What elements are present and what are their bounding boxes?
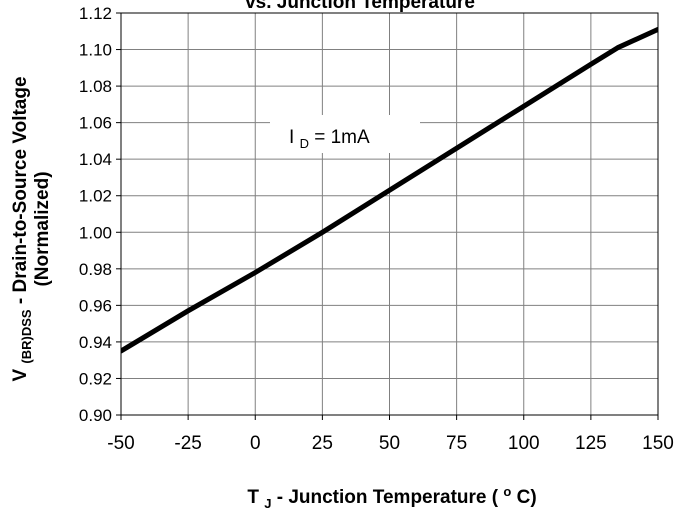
x-tick-label: 125: [575, 433, 607, 454]
y-tick-label: 0.98: [79, 260, 112, 279]
x-axis-label-sup: o: [503, 484, 511, 499]
y-axis-label: V (BR)DSS - Drain-to-Source Voltage: [10, 76, 36, 381]
x-axis-label-text: - Junction Temperature (: [277, 487, 499, 508]
x-tick-label: -50: [107, 433, 134, 454]
x-axis-ticks: -50 -25 0 25 50 75 100 125 150: [107, 433, 674, 454]
chart-title: vs. Junction Temperature: [245, 0, 475, 13]
x-axis-label-end: C): [517, 487, 537, 508]
annotation-sub: D: [300, 136, 309, 151]
y-tick-label: 0.94: [79, 333, 112, 352]
y-tick-label: 0.96: [79, 296, 112, 315]
x-tick-label: 25: [312, 433, 333, 454]
x-tick-label: -25: [174, 433, 201, 454]
series-line: [121, 26, 658, 354]
y-axis-label-main: V: [10, 369, 31, 382]
annotation-box: [270, 115, 420, 153]
x-tick-label: 0: [250, 433, 261, 454]
y-tick-label: 1.04: [79, 150, 112, 169]
y-tick-label: 1.10: [79, 41, 112, 60]
y-tick-label: 1.06: [79, 114, 112, 133]
y-tick-label: 0.90: [79, 406, 112, 425]
x-axis-label: T J - Junction Temperature ( o C): [247, 480, 536, 512]
y-axis-label-normalized: (Normalized): [32, 171, 53, 286]
y-tick-label: 1.00: [79, 223, 112, 242]
y-axis-label-text: - Drain-to-Source Voltage: [10, 76, 31, 304]
x-axis-label-sub: J: [264, 496, 271, 511]
annotation-main: I: [289, 127, 294, 148]
y-tick-label: 1.08: [79, 77, 112, 96]
plot-frame: [120, 12, 659, 416]
annotation-tail: = 1mA: [314, 127, 370, 148]
y-tick-label: 1.02: [79, 187, 112, 206]
annotation-text: I D = 1mA: [289, 127, 370, 153]
x-axis-label-main: T: [247, 487, 259, 508]
y-tick-label: 0.92: [79, 369, 112, 388]
y-axis-label-sub: (BR)DSS: [19, 309, 34, 363]
x-tick-label: 100: [508, 433, 540, 454]
y-axis-ticks: 0.90 0.92 0.94 0.96 0.98 1.00 1.02 1.04 1.06 1.08…: [79, 4, 112, 425]
x-tick-label: 50: [379, 433, 400, 454]
x-tick-label: 150: [642, 433, 674, 454]
y-tick-label: 1.12: [79, 4, 112, 23]
x-tick-label: 75: [446, 433, 467, 454]
